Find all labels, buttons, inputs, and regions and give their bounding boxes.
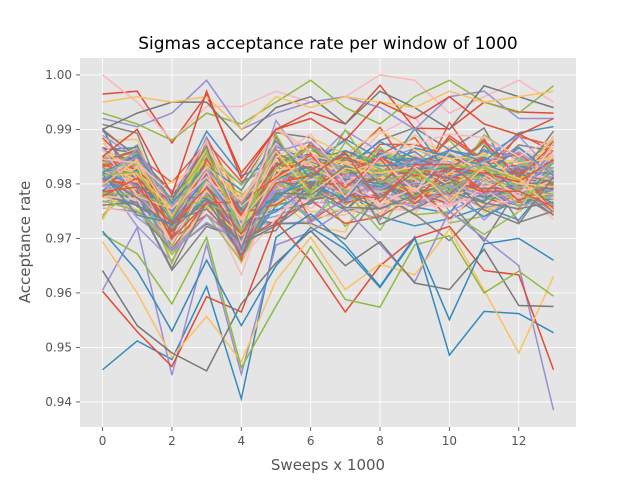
series-line: [102, 212, 554, 402]
x-tick-label: 0: [99, 434, 107, 448]
series-line: [101, 226, 554, 333]
series-line-band: [102, 170, 554, 248]
series-line-band: [101, 141, 554, 207]
series-line-band: [102, 165, 554, 271]
y-tick-label: 0.95: [45, 340, 72, 354]
series-line-band: [102, 137, 554, 222]
series-line-band: [102, 151, 554, 236]
y-tick-label: 0.94: [45, 395, 72, 409]
y-tick-label: 0.99: [45, 122, 72, 136]
series-line: [102, 79, 554, 142]
background-series-band: [101, 115, 555, 277]
series-line-band: [102, 155, 554, 253]
y-tick-label: 0.98: [45, 177, 72, 191]
x-tick-label: 2: [168, 434, 176, 448]
series-line: [101, 227, 555, 364]
series-line-band: [102, 128, 555, 236]
chart-title: Sigmas acceptance rate per window of 100…: [138, 34, 518, 54]
x-tick-label: 6: [307, 434, 315, 448]
series-line: [102, 89, 554, 197]
series-line-band: [102, 149, 554, 222]
x-tick-label: 8: [376, 434, 384, 448]
series-line: [102, 90, 554, 131]
y-axis-label: Acceptance rate: [16, 181, 34, 304]
y-tick-label: 0.96: [45, 286, 72, 300]
series-line: [102, 233, 554, 370]
series-line: [101, 220, 555, 371]
x-tick-label: 4: [237, 434, 245, 448]
series-line: [102, 84, 554, 142]
y-axis: 0.94 0.95 0.96 0.97 0.98 0.99 1.00: [45, 68, 80, 409]
series-line-band: [102, 125, 554, 229]
y-tick-label: 1.00: [45, 68, 72, 82]
x-tick-label: 10: [442, 434, 457, 448]
series-line-band: [102, 140, 555, 221]
x-axis: 0 2 4 6 8 10 12: [99, 427, 526, 448]
series-group: [101, 74, 555, 411]
x-tick-label: 12: [511, 434, 526, 448]
y-tick-label: 0.97: [45, 231, 72, 245]
x-axis-label: Sweeps x 1000: [271, 456, 385, 474]
